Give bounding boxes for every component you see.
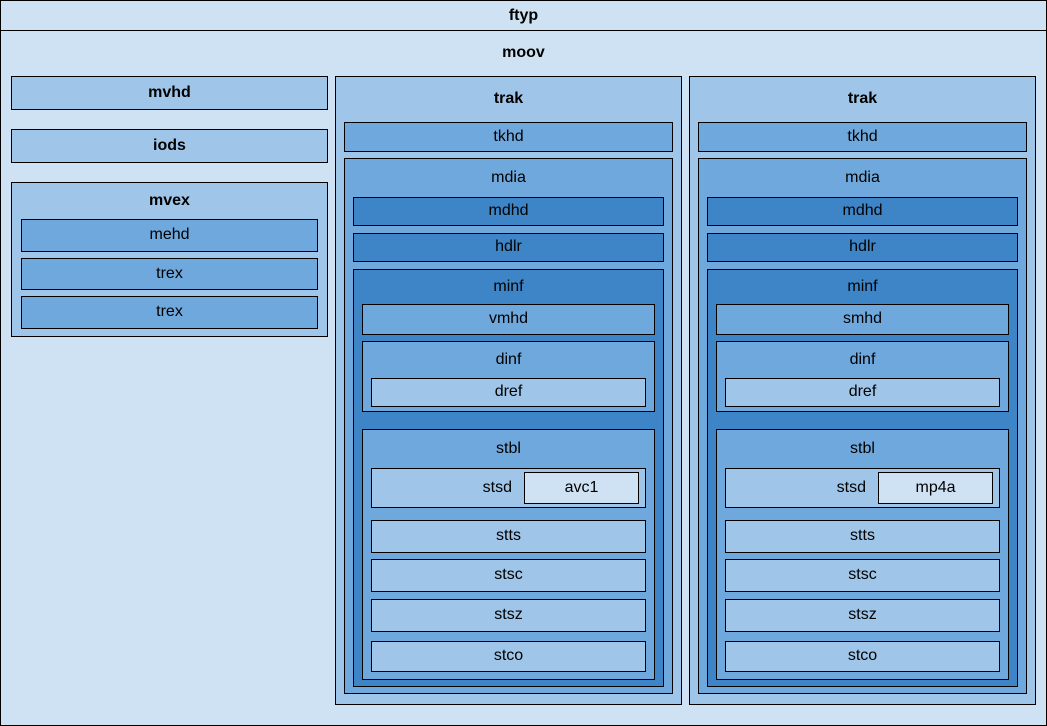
trak-video-label: trak xyxy=(493,90,524,107)
stbl-audio-label: stbl xyxy=(850,439,875,457)
minf-audio-label: minf xyxy=(847,277,878,295)
box-ftyp: ftyp xyxy=(0,0,1047,31)
box-minf-video: minf vmhd dinf dref stbl stsd avc1 xyxy=(353,268,664,687)
mdia-audio-label: mdia xyxy=(845,168,880,186)
box-mdhd-video: mdhd xyxy=(353,196,664,226)
box-dref-video: dref xyxy=(371,377,646,407)
box-mehd: mehd xyxy=(21,218,318,252)
box-dinf-video: dinf dref xyxy=(362,340,655,412)
box-dref-audio: dref xyxy=(725,377,1000,407)
box-hdlr-video: hdlr xyxy=(353,232,664,262)
box-mdhd-audio: mdhd xyxy=(707,196,1018,226)
box-tkhd-audio: tkhd xyxy=(698,121,1027,152)
stsd-audio-label: stsd xyxy=(836,478,866,496)
box-hdlr-audio: hdlr xyxy=(707,232,1018,262)
box-smhd: smhd xyxy=(716,303,1009,335)
box-trak-video: trak tkhd mdia mdhd hdlr minf vmhd dinf … xyxy=(335,75,682,705)
box-vmhd: vmhd xyxy=(362,303,655,335)
box-moov: moov mvhd iods mvex mehd trex trex trak … xyxy=(0,29,1047,726)
moov-label: moov xyxy=(502,44,545,61)
box-tkhd-video: tkhd xyxy=(344,121,673,152)
box-stco-audio: stco xyxy=(725,640,1000,672)
stbl-video-label: stbl xyxy=(496,439,521,457)
box-stbl-audio: stbl stsd mp4a stts stsc stsz stco xyxy=(716,428,1009,680)
stsd-video-label: stsd xyxy=(482,478,512,496)
mdia-video-label: mdia xyxy=(491,168,526,186)
moov-columns: mvhd iods mvex mehd trex trex trak tkhd … xyxy=(11,75,1036,706)
box-stsd-video: stsd avc1 xyxy=(371,467,646,508)
box-codec-avc1: avc1 xyxy=(524,471,639,504)
box-trex-1: trex xyxy=(21,257,318,290)
box-stts-video: stts xyxy=(371,519,646,553)
trak-audio-label: trak xyxy=(847,90,878,107)
box-stco-video: stco xyxy=(371,640,646,672)
box-stsd-audio: stsd mp4a xyxy=(725,467,1000,508)
box-stsc-video: stsc xyxy=(371,558,646,592)
dinf-video-label: dinf xyxy=(495,350,522,368)
box-mvex: mvex mehd trex trex xyxy=(11,181,328,337)
box-stsc-audio: stsc xyxy=(725,558,1000,592)
box-iods: iods xyxy=(11,128,328,163)
box-stsz-audio: stsz xyxy=(725,598,1000,632)
box-trak-audio: trak tkhd mdia mdhd hdlr minf smhd dinf … xyxy=(689,75,1036,705)
dinf-audio-label: dinf xyxy=(849,350,876,368)
box-stbl-video: stbl stsd avc1 stts stsc stsz stco xyxy=(362,428,655,680)
box-stsz-video: stsz xyxy=(371,598,646,632)
box-dinf-audio: dinf dref xyxy=(716,340,1009,412)
minf-video-label: minf xyxy=(493,277,524,295)
box-mvhd: mvhd xyxy=(11,75,328,110)
box-mdia-video: mdia mdhd hdlr minf vmhd dinf dref stbl xyxy=(344,157,673,694)
box-trex-2: trex xyxy=(21,295,318,329)
box-stts-audio: stts xyxy=(725,519,1000,553)
box-minf-audio: minf smhd dinf dref stbl stsd mp4a xyxy=(707,268,1018,687)
moov-left-column: mvhd iods mvex mehd trex trex xyxy=(11,75,328,706)
box-mdia-audio: mdia mdhd hdlr minf smhd dinf dref stbl xyxy=(698,157,1027,694)
mvex-label: mvex xyxy=(149,191,190,209)
box-codec-mp4a: mp4a xyxy=(878,471,993,504)
